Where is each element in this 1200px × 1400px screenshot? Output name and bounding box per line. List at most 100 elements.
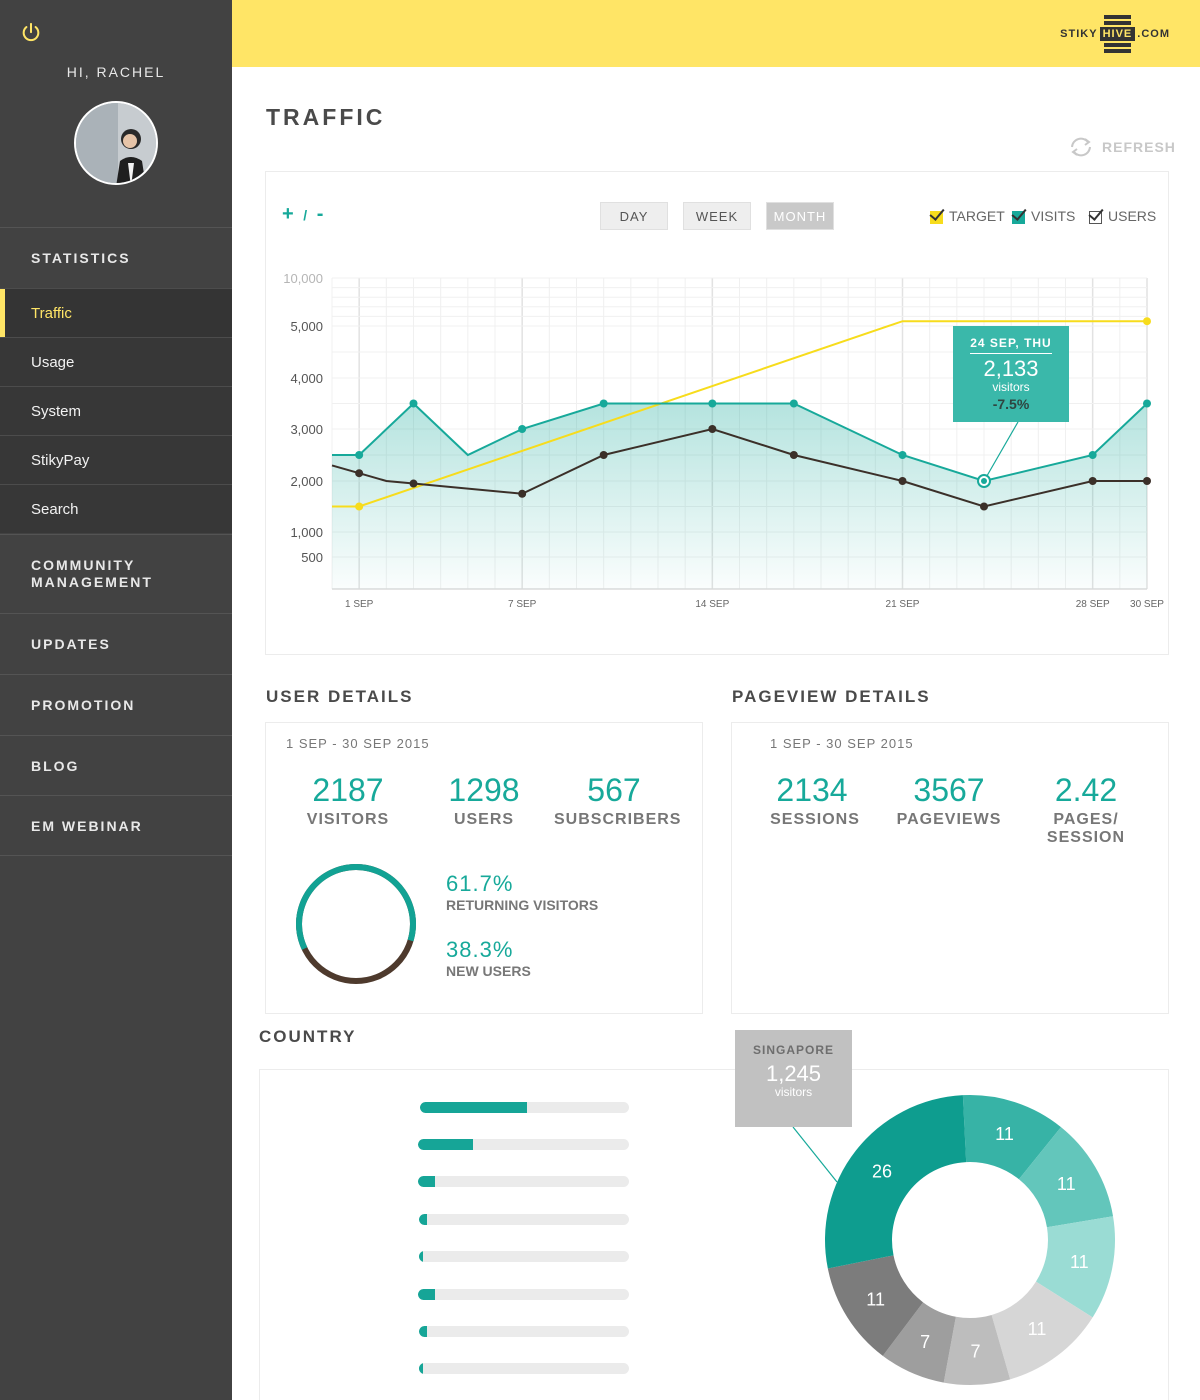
donut-segment-label: 7 (920, 1332, 930, 1352)
country-tooltip-pointer (792, 1126, 838, 1183)
sidebar-item-system[interactable]: System (0, 386, 232, 435)
x-tick-label: 30 SEP (1130, 599, 1164, 610)
series-line-users (331, 427, 1147, 508)
zoom-separator: / (303, 207, 310, 223)
country-bar-fill (420, 1102, 527, 1113)
stat-pageviews-value: 3567 (913, 772, 985, 808)
data-point-visits (355, 451, 364, 459)
data-point-users (789, 451, 798, 459)
nav-community-management[interactable]: COMMUNITY MANAGEMENT (0, 534, 232, 613)
country-bar[interactable] (419, 1251, 629, 1262)
donut-segment (991, 1281, 1093, 1380)
y-tick-label: 4,000 (290, 371, 323, 386)
donut-segment-label: 11 (1028, 1319, 1047, 1339)
country-tooltip: SINGAPORE 1,245 visitors (735, 1030, 852, 1127)
series-line-target (332, 320, 1147, 508)
country-bar[interactable] (420, 1102, 629, 1113)
zoom-in-button[interactable]: + (282, 203, 296, 225)
returning-visitors-ring (296, 864, 416, 984)
country-bar[interactable] (419, 1363, 629, 1374)
pageview-date-range: 1 SEP - 30 SEP 2015 (770, 736, 914, 751)
data-point-users (355, 469, 364, 478)
legend-label: USERS (1108, 208, 1157, 224)
data-point-visits (409, 399, 418, 408)
country-bar[interactable] (419, 1214, 629, 1225)
data-point-users (1143, 477, 1151, 485)
refresh-button[interactable]: REFRESH (1068, 136, 1176, 158)
logo[interactable]: STIKY HIVE .COM (1060, 14, 1170, 54)
tooltip-value: 2,133 (983, 356, 1039, 381)
range-month-button[interactable]: MONTH (766, 202, 834, 230)
nav-promotion[interactable]: PROMOTION (0, 674, 232, 735)
nav-statistics[interactable]: STATISTICS (0, 227, 232, 288)
nav-section-label: COMMUNITY MANAGEMENT (31, 557, 153, 590)
donut-segment-label: 11 (1057, 1174, 1076, 1194)
highlight-point-core (981, 478, 987, 484)
tooltip-change: -7.5% (992, 396, 1030, 412)
y-tick-label: 500 (301, 550, 323, 565)
data-point-target (1143, 317, 1151, 326)
country-bar-fill (419, 1363, 424, 1374)
data-point-visits (599, 399, 608, 408)
x-tick-label: 1 SEP (345, 599, 374, 610)
legend-visits[interactable]: VISITS (1012, 208, 1075, 224)
returning-label: RETURNING VISITORS (446, 897, 599, 913)
country-bar-fill (418, 1139, 473, 1150)
x-tick-label: 7 SEP (508, 599, 537, 610)
legend-target[interactable]: TARGET (930, 208, 1005, 224)
new-users-label: NEW USERS (446, 963, 531, 979)
nav-section-label: EM WEBINAR (31, 817, 143, 834)
visits-area (332, 403, 1147, 589)
data-point-visits (1143, 399, 1151, 408)
avatar[interactable] (74, 101, 158, 185)
data-point-visits (1088, 451, 1097, 459)
range-day-button[interactable]: DAY (600, 202, 668, 230)
stat-pageviews-label: PAGEVIEWS (896, 811, 1002, 828)
nav-em-webinar[interactable]: EM WEBINAR (0, 795, 232, 856)
y-tick-label: 2,000 (290, 474, 323, 489)
country-bar[interactable] (419, 1326, 629, 1337)
range-week-button[interactable]: WEEK (683, 202, 751, 230)
sidebar-item-label: Usage (31, 353, 75, 371)
stat-users-label: USERS (453, 811, 515, 828)
y-tick-label: 1,000 (290, 525, 323, 540)
donut-segment (1018, 1127, 1114, 1228)
nav-blog[interactable]: BLOG (0, 735, 232, 795)
stat-sessions-label: SESSIONS (770, 811, 860, 828)
legend-users[interactable]: USERS (1089, 208, 1156, 224)
zoom-out-button[interactable]: - (316, 203, 326, 225)
y-tick-label: 3,000 (290, 422, 323, 437)
tooltip-unit: visitors (992, 380, 1030, 394)
nav-updates[interactable]: UPDATES (0, 613, 232, 674)
nav-section-label: STATISTICS (31, 250, 131, 266)
data-point-users (898, 477, 907, 485)
data-point-visits (789, 399, 798, 408)
chart-tooltip: 24 SEP, THU 2,133 visitors -7.5% (953, 326, 1069, 422)
sidebar-item-search[interactable]: Search (0, 484, 232, 533)
stat-subscribers-label: SUBSCRIBERS (554, 811, 682, 828)
donut-segment-label: 7 (970, 1341, 980, 1361)
country-bar-fill (418, 1289, 435, 1300)
country-bar[interactable] (418, 1139, 629, 1150)
sidebar-item-stikypay[interactable]: StikyPay (0, 435, 232, 484)
country-bar-fill (419, 1251, 424, 1262)
country-bar[interactable] (418, 1176, 629, 1187)
sidebar-item-traffic[interactable]: Traffic (0, 288, 232, 337)
legend-label: VISITS (1031, 208, 1076, 224)
sidebar: HI, RACHEL STATISTICS Traffic Usage Syst… (0, 0, 232, 1400)
data-point-target (355, 502, 364, 511)
donut-segment-label: 11 (1070, 1252, 1089, 1272)
refresh-label: REFRESH (1102, 139, 1176, 155)
donut-segment (962, 1095, 1061, 1180)
power-icon[interactable] (20, 22, 42, 44)
sidebar-item-usage[interactable]: Usage (0, 337, 232, 386)
donut-segment (825, 1095, 967, 1269)
country-bar[interactable] (418, 1289, 629, 1300)
country-donut: 11 11 11 11 7 7 11 26 (792, 1095, 1115, 1385)
y-tick-label: 5,000 (290, 319, 323, 334)
sidebar-item-label: System (31, 402, 82, 420)
data-point-users (980, 502, 988, 511)
stat-pages-per-session-value: 2.42 (1054, 772, 1118, 808)
legend-label: TARGET (949, 208, 1005, 224)
stat-sessions-value: 2134 (776, 772, 848, 808)
